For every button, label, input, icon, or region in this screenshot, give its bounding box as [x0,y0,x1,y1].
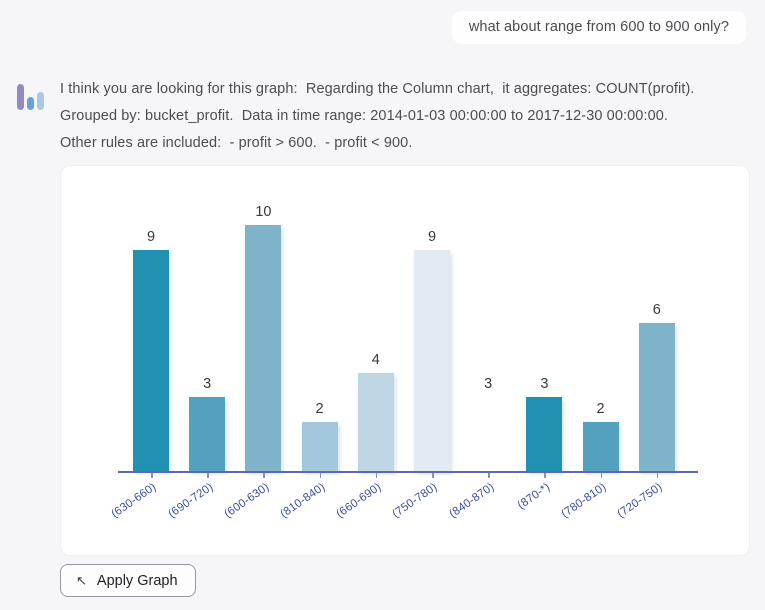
x-axis-label: (660-690) [334,481,384,521]
x-axis-tick [600,473,603,478]
bar-value-label: 2 [315,400,324,417]
apply-graph-button[interactable]: ↖ Apply Graph [60,564,196,597]
assistant-message-line-1: I think you are looking for this graph: … [60,81,695,97]
x-axis-tick [151,473,153,478]
x-axis-label: (810-840) [278,481,328,521]
apply-graph-label: Apply Graph [96,572,178,589]
assistant-message-line-2: Grouped by: bucket_profit. Data in time … [60,108,669,124]
x-axis-tick [656,473,659,478]
x-axis-label: (870-*) [515,481,553,512]
x-axis-label: (840-870) [446,481,497,521]
chart-bar[interactable] [357,372,394,471]
x-axis-tick [544,473,546,478]
x-axis-tick [488,473,490,478]
x-axis-label: (630-660) [109,481,159,521]
x-axis-tick [432,473,434,478]
avatar-bar-middle [26,97,34,110]
bar-value-label: 2 [596,400,605,417]
bar-value-label: 9 [427,228,437,245]
chart-bar[interactable] [582,421,619,471]
avatar-bar-right [36,92,44,110]
bar-value-label: 9 [146,228,156,245]
x-axis-label: (600-630) [222,481,272,521]
arrow-up-left-icon: ↖ [76,573,87,588]
chart-bar[interactable] [414,249,450,471]
chart-bar[interactable] [301,421,338,471]
chart-bar[interactable] [526,397,563,471]
x-axis-tick [207,473,209,478]
user-message-text: what about range from 600 to 900 only? [468,19,729,35]
chart-bar[interactable] [245,225,282,471]
assistant-message: I think you are looking for this graph: … [60,76,755,157]
bar-value-label: 3 [540,376,549,393]
user-message-bubble: what about range from 600 to 900 only? [451,11,746,44]
bar-value-label: 4 [371,351,380,368]
x-axis-tick [263,473,265,478]
assistant-message-line-3: Other rules are included: - profit > 600… [60,135,413,151]
bar-value-label: 3 [484,376,493,393]
x-axis-line [118,471,698,473]
avatar-bar-left [16,84,24,110]
x-axis-tick [375,473,378,478]
chart-bar[interactable] [133,249,169,471]
x-axis-tick [319,473,322,478]
chart-bar[interactable] [189,397,226,471]
bar-value-label: 6 [652,302,661,319]
bar-value-label: 3 [203,376,212,393]
bar-chart-avatar-icon [15,80,45,110]
chart-bar[interactable] [470,397,507,471]
x-axis-label: (780-810) [559,481,609,521]
x-axis-label: (690-720) [165,481,216,521]
chart-bar[interactable] [638,323,675,471]
bar-value-label: 10 [255,204,272,220]
column-chart: 9 (630-660) 3 (690-720) 10 (600-630) 2 (810-840… [61,166,749,555]
x-axis-label: (720-750) [615,481,665,521]
x-axis-label: (750-780) [390,481,440,521]
chart-card: 9 (630-660) 3 (690-720) 10 (600-630) 2 (810-840… [60,165,750,556]
